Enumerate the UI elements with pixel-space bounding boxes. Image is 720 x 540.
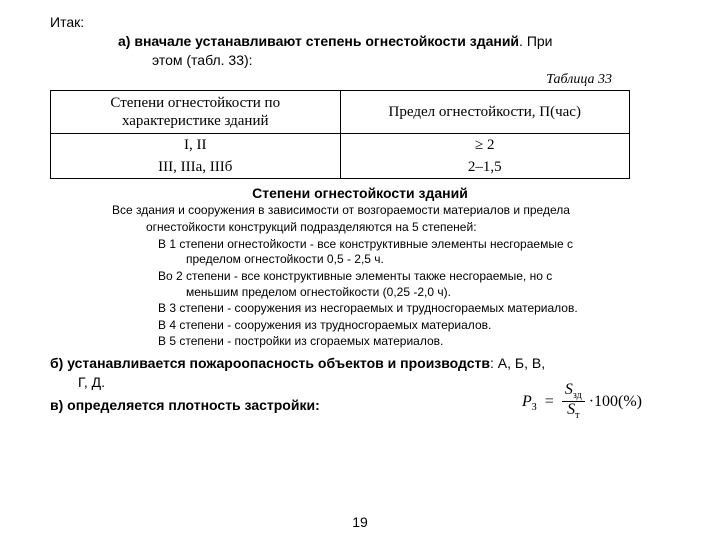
td-right-2: 2–1,5 xyxy=(340,156,630,179)
th-right: Предел огнестойкости, П(час) xyxy=(340,90,630,133)
item-c-bold: в) определяется плотность застройки: xyxy=(50,397,320,413)
table-row: Степени огнестойкости по характеристике … xyxy=(51,90,630,133)
degree-list: В 1 степени огнестойкости - все конструк… xyxy=(158,237,642,350)
td-right-1: ≥ 2 xyxy=(340,133,630,156)
item-b-tail: : А, Б, В, xyxy=(490,355,545,371)
item-a-sub: этом (табл. 33): xyxy=(152,51,672,70)
intro-text: Итак: xyxy=(50,14,672,30)
deg5: В 5 степени - постройки из сгораемых мат… xyxy=(158,334,642,350)
item-a: а) вначале устанавливают степень огнесто… xyxy=(118,32,672,70)
paragraph-line2: огнестойкости конструкций подразделяются… xyxy=(146,220,642,235)
formula: PЗ = Sзд Sт ·100(%) xyxy=(522,382,642,422)
item-c: в) определяется плотность застройки: PЗ … xyxy=(50,396,672,415)
table-caption: Таблица 33 xyxy=(48,72,612,88)
page-number: 19 xyxy=(0,514,720,530)
item-a-tail: . При xyxy=(519,33,552,49)
table-row: I, II ≥ 2 xyxy=(51,133,630,156)
table-row: III, IIIа, IIIб 2–1,5 xyxy=(51,156,630,179)
deg2: Во 2 степени - все конструктивные элемен… xyxy=(158,269,642,300)
item-a-bold: а) вначале устанавливают степень огнесто… xyxy=(118,33,519,49)
deg1: В 1 степени огнестойкости - все конструк… xyxy=(158,237,642,268)
td-left-1: I, II xyxy=(51,133,341,156)
fire-table: Степени огнестойкости по характеристике … xyxy=(50,90,630,179)
item-b-bold: б) устанавливается пожароопасность объек… xyxy=(50,355,490,371)
td-left-2: III, IIIа, IIIб xyxy=(51,156,341,179)
th-left: Степени огнестойкости по характеристике … xyxy=(51,90,341,133)
subtitle: Степени огнестойкости зданий xyxy=(48,185,672,201)
paragraph-line1: Все здания и сооружения в зависимости от… xyxy=(112,203,642,218)
deg3: В 3 степени - сооружения из несгораемых … xyxy=(158,301,642,317)
deg4: В 4 степени - сооружения из трудносгорае… xyxy=(158,318,642,334)
